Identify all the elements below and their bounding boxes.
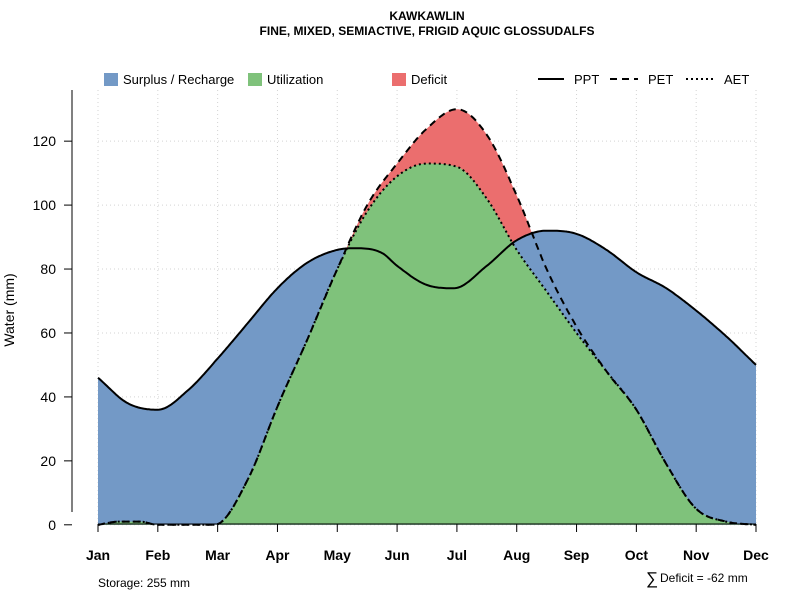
- x-tick-label: Jun: [385, 547, 410, 563]
- legend-label-surplus: Surplus / Recharge: [123, 72, 234, 87]
- y-ticks: 0 20 40 60 80 100 120: [33, 133, 72, 533]
- legend-label-utilization: Utilization: [267, 72, 323, 87]
- x-tick-label: Jul: [447, 547, 467, 563]
- chart-title: KAWKAWLIN: [389, 9, 464, 23]
- y-tick-label: 20: [40, 453, 56, 469]
- legend-label-deficit: Deficit: [411, 72, 448, 87]
- y-tick-label: 80: [40, 261, 56, 277]
- deficit-note: Deficit = -62 mm: [660, 571, 748, 585]
- x-tick-label: Sep: [564, 547, 590, 563]
- y-axis-label: Water (mm): [1, 273, 17, 346]
- ppt-line: [97, 229, 757, 411]
- legend-swatch-utilization: [248, 73, 262, 86]
- legend-label-ppt: PPT: [574, 72, 599, 87]
- x-tick-label: Dec: [743, 547, 769, 563]
- utilization-area: [98, 163, 756, 525]
- x-tick-label: Mar: [205, 547, 230, 563]
- x-tick-label: Apr: [265, 547, 290, 563]
- aet-line: [97, 162, 757, 526]
- deficit-sum-symbol: ∑: [646, 569, 658, 588]
- legend: Surplus / Recharge Utilization Deficit P…: [104, 72, 749, 87]
- x-tick-label: Nov: [683, 547, 710, 563]
- x-ticks: Jan Feb Mar Apr May Jun Jul Aug Sep Oct Nov Dec: [86, 524, 769, 563]
- y-tick-label: 0: [48, 517, 56, 533]
- legend-label-aet: AET: [724, 72, 749, 87]
- y-tick-label: 120: [33, 133, 57, 149]
- chart-subtitle: FINE, MIXED, SEMIACTIVE, FRIGID AQUIC GL…: [260, 24, 595, 38]
- x-tick-label: Jan: [86, 547, 110, 563]
- storage-note: Storage: 255 mm: [98, 576, 190, 590]
- y-tick-label: 40: [40, 389, 56, 405]
- legend-swatch-deficit: [392, 73, 406, 86]
- x-tick-label: May: [324, 547, 351, 563]
- y-tick-label: 60: [40, 325, 56, 341]
- x-tick-label: Aug: [503, 547, 530, 563]
- x-tick-label: Oct: [625, 547, 649, 563]
- legend-label-pet: PET: [648, 72, 673, 87]
- legend-swatch-surplus: [104, 73, 118, 86]
- y-tick-label: 100: [33, 197, 57, 213]
- x-tick-label: Feb: [145, 547, 170, 563]
